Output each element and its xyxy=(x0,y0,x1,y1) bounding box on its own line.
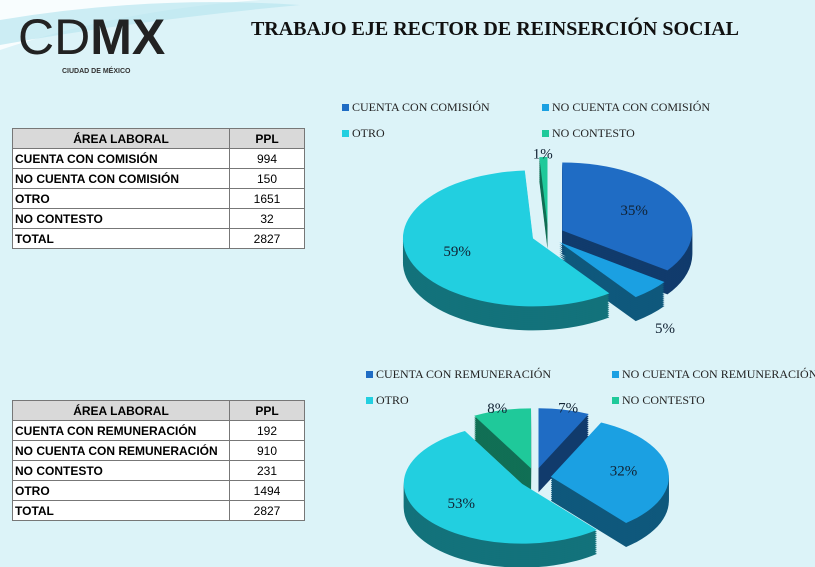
value-label: 53% xyxy=(448,496,476,512)
table-cell: 32 xyxy=(229,208,305,229)
logo-subtitle: CIUDAD DE MÉXICO xyxy=(62,66,131,75)
slice xyxy=(402,170,610,307)
legend-label: CUENTA CON REMUNERACIÓN xyxy=(376,367,551,381)
logo-part: MX xyxy=(90,9,165,65)
legend-label: NO CUENTA CON REMUNERACIÓN xyxy=(622,367,815,381)
slice xyxy=(538,408,589,469)
table-cell: TOTAL xyxy=(12,228,230,249)
legend-swatch xyxy=(366,397,373,404)
value-label: 7% xyxy=(558,400,578,416)
data-table: ÁREA LABORAL PPL CUENTA CON REMUNERACIÓN 19… xyxy=(12,400,305,521)
slice xyxy=(562,162,693,271)
logo: CDMX xyxy=(18,9,165,65)
legend-label: NO CONTESTO xyxy=(552,126,635,140)
slice xyxy=(403,431,597,544)
table-cell: 2827 xyxy=(229,228,305,249)
legend-swatch xyxy=(342,130,349,137)
value-label: 35% xyxy=(620,203,648,219)
table-cell: NO CONTESTO xyxy=(12,208,230,229)
value-label: 1% xyxy=(533,146,553,162)
table-cell: 231 xyxy=(229,460,305,481)
table-cell: OTRO xyxy=(12,480,230,501)
slice xyxy=(550,422,669,523)
table-cell: CUENTA CON COMISIÓN xyxy=(12,148,230,169)
table-cell: 994 xyxy=(229,148,305,169)
legend-label: CUENTA CON COMISIÓN xyxy=(352,100,490,114)
table-row: OTRO 1494 xyxy=(12,480,305,501)
logo-part: CD xyxy=(18,9,90,65)
legend-label: OTRO xyxy=(352,126,385,140)
table-cell: TOTAL xyxy=(12,500,230,521)
legend-swatch xyxy=(342,104,349,111)
table-row: NO CONTESTO 32 xyxy=(12,208,305,229)
header-row: ÁREA LABORAL PPL xyxy=(12,128,305,149)
value-label: 8% xyxy=(487,401,507,417)
table-cell: OTRO xyxy=(12,188,230,209)
table-row: NO CUENTA CON REMUNERACIÓN 910 xyxy=(12,440,305,461)
table-cell: NO CUENTA CON REMUNERACIÓN xyxy=(12,440,230,461)
table-row: CUENTA CON COMISIÓN 994 xyxy=(12,148,305,169)
column-header: ÁREA LABORAL xyxy=(12,400,230,421)
legend-label: NO CUENTA CON COMISIÓN xyxy=(552,100,710,114)
column-header: PPL xyxy=(229,400,305,421)
legend-swatch xyxy=(542,130,549,137)
slice xyxy=(559,242,665,298)
slice xyxy=(474,408,532,469)
data-table: ÁREA LABORAL PPL CUENTA CON COMISIÓN 994 NO … xyxy=(12,128,305,249)
column-header: ÁREA LABORAL xyxy=(12,128,230,149)
table-row: NO CONTESTO 231 xyxy=(12,460,305,481)
table-cell: 192 xyxy=(229,420,305,441)
table-cell: 1651 xyxy=(229,188,305,209)
value-label: 32% xyxy=(610,464,638,480)
table-cell: 1494 xyxy=(229,480,305,501)
value-label: 5% xyxy=(655,321,675,337)
swoosh xyxy=(0,2,300,45)
table-cell: NO CONTESTO xyxy=(12,460,230,481)
legend-label: NO CONTESTO xyxy=(622,393,705,407)
table-cell: NO CUENTA CON COMISIÓN xyxy=(12,168,230,189)
table-row: TOTAL 2827 xyxy=(12,500,305,521)
legend-swatch xyxy=(366,371,373,378)
header-row: ÁREA LABORAL PPL xyxy=(12,400,305,421)
table-cell: CUENTA CON REMUNERACIÓN xyxy=(12,420,230,441)
table-cell: 910 xyxy=(229,440,305,461)
table-row: NO CUENTA CON COMISIÓN 150 xyxy=(12,168,305,189)
table-cell: 150 xyxy=(229,168,305,189)
legend-swatch xyxy=(542,104,549,111)
legend-label: OTRO xyxy=(376,393,409,407)
table-row: TOTAL 2827 xyxy=(12,228,305,249)
table-cell: 2827 xyxy=(229,500,305,521)
legend-swatch xyxy=(612,397,619,404)
value-label: 59% xyxy=(443,244,471,260)
title: TRABAJO EJE RECTOR DE REINSERCIÓN SOCIAL xyxy=(251,16,739,40)
column-header: PPL xyxy=(229,128,305,149)
legend-swatch xyxy=(612,371,619,378)
slice xyxy=(539,157,548,226)
table-row: CUENTA CON REMUNERACIÓN 192 xyxy=(12,420,305,441)
table-row: OTRO 1651 xyxy=(12,188,305,209)
